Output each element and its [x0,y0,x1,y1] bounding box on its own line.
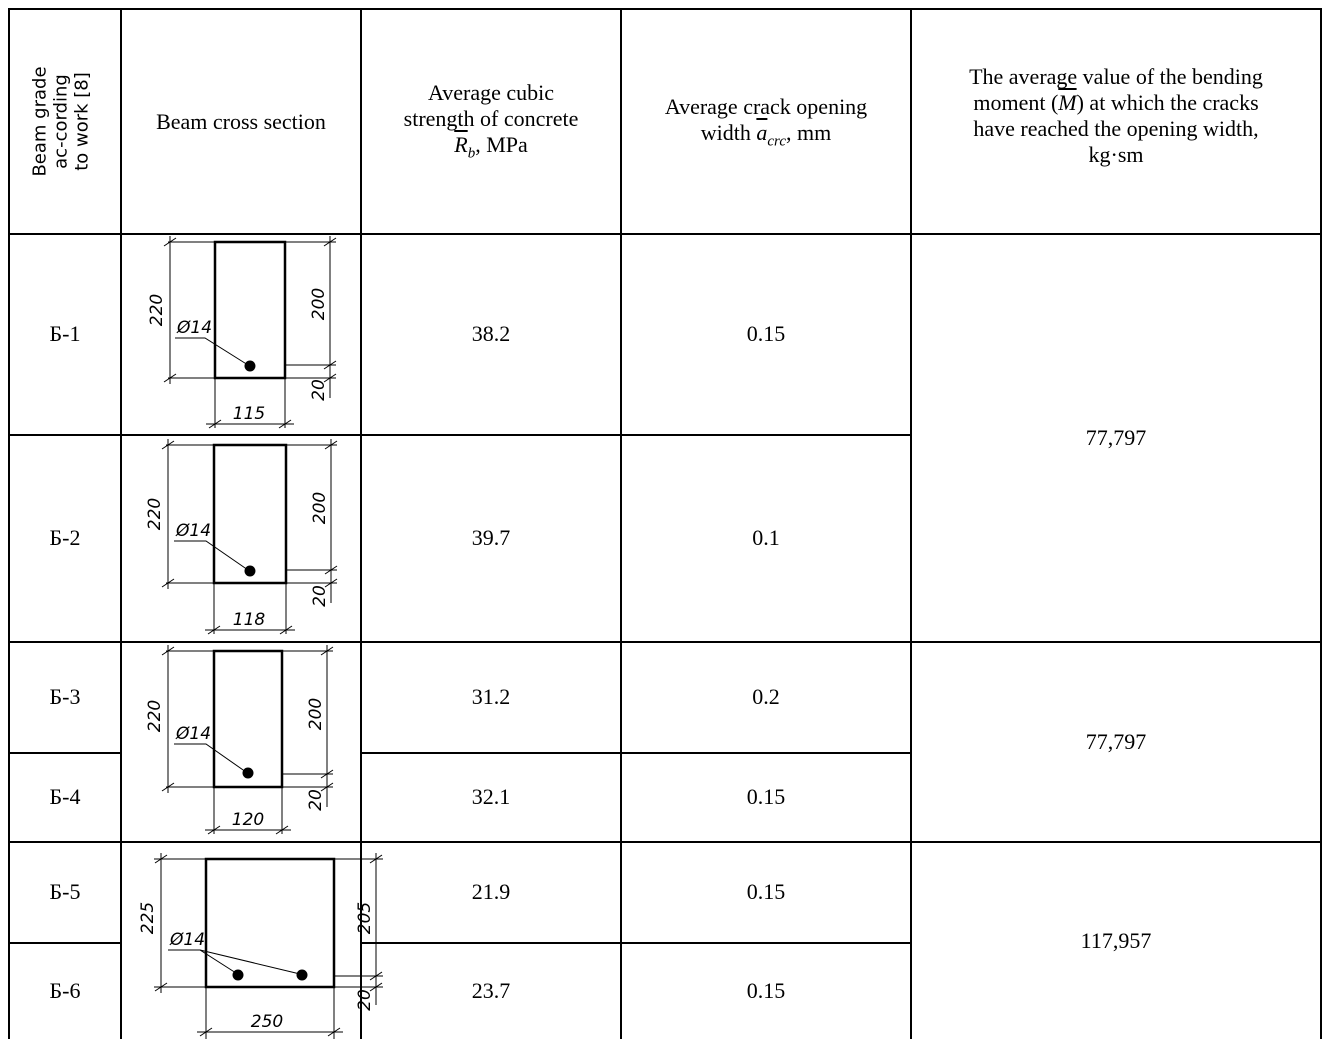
grade-cell: Б-2 [49,525,81,551]
row-divider [8,641,1322,643]
dim-height-label: 220 [147,294,167,326]
dim-width-label: 115 [233,404,265,424]
dim-cover-label: 20 [355,989,375,1011]
row-divider [360,752,912,754]
moment-cell: 77,797 [1085,728,1147,754]
rebar-dot [244,360,256,372]
rebar-label: Ø14 [175,724,211,744]
grade-cell: Б-1 [49,321,81,347]
moment-cell: 77,797 [1085,424,1147,450]
dim-height-label: 220 [145,498,165,530]
dim-depth-label: 200 [309,288,329,320]
cross-section-b5-b6 [154,853,383,1039]
header-bending-moment: The average value of the bending moment … [969,64,1263,167]
row-divider [8,752,122,754]
crack-cell: 0.15 [746,879,786,905]
strength-cell: 38.2 [471,321,511,347]
rebar-dot [244,565,256,577]
grade-cell: Б-4 [49,784,81,810]
rebar-label: Ø14 [169,930,205,950]
dim-width-label: 250 [251,1012,283,1032]
cross-section-b3-b4 [161,645,334,835]
row-divider [8,434,912,436]
table-border-left [8,8,10,1039]
dim-depth-label: 200 [306,698,326,730]
beam-outline [213,240,287,380]
column-divider [620,8,622,1039]
dim-width-label: 118 [233,610,266,630]
strength-cell: 21.9 [471,879,511,905]
beam-outline [204,857,336,989]
rebar-dot [232,969,244,981]
cross-section-b1 [163,236,337,429]
crack-cell: 0.15 [746,784,786,810]
header-beam-grade: Beam grade ac-cording to work [8] [29,65,93,177]
strength-cell: 32.1 [471,784,511,810]
crack-cell: 0.1 [752,525,780,551]
column-divider [120,8,122,1039]
grade-cell: Б-3 [49,684,81,710]
grade-cell: Б-5 [49,879,81,905]
row-divider [8,841,1322,843]
strength-cell: 39.7 [471,525,511,551]
beam-outline [212,649,284,789]
cross-section-drawings: 220 200 20 115 Ø14 220 200 20 118 Ø14 22… [138,236,383,1039]
dim-depth-label: 205 [355,902,375,934]
header-concrete-strength: Average cubic strength of concrete Rb, M… [403,80,579,162]
rebar-dot [296,969,308,981]
column-divider [360,8,362,1039]
rebar-label: Ø14 [175,521,211,541]
rebar-dot [242,767,254,779]
header-cross-section: Beam cross section [156,108,326,134]
table-border-top [8,8,1322,10]
grade-cell: Б-6 [49,978,81,1004]
column-divider [910,8,912,1039]
dim-cover-label: 20 [309,379,329,401]
dim-height-label: 225 [138,902,158,934]
dim-depth-label: 200 [310,492,330,524]
header-crack-width: Average crack opening width acrc, mm [664,94,868,150]
strength-cell: 31.2 [471,684,511,710]
rebar-label: Ø14 [176,318,212,338]
dim-cover-label: 20 [310,585,330,607]
crack-cell: 0.15 [746,978,786,1004]
dim-height-label: 220 [145,700,165,732]
row-divider [8,942,122,944]
dim-width-label: 120 [232,810,264,830]
crack-cell: 0.15 [746,321,786,347]
table-border-right [1320,8,1322,1039]
beam-outline [212,443,288,585]
dim-cover-label: 20 [306,789,326,811]
row-divider [360,942,912,944]
moment-cell: 117,957 [1080,927,1152,953]
crack-cell: 0.2 [752,684,780,710]
cross-section-b2 [161,439,338,635]
strength-cell: 23.7 [471,978,511,1004]
row-divider [8,233,1322,235]
